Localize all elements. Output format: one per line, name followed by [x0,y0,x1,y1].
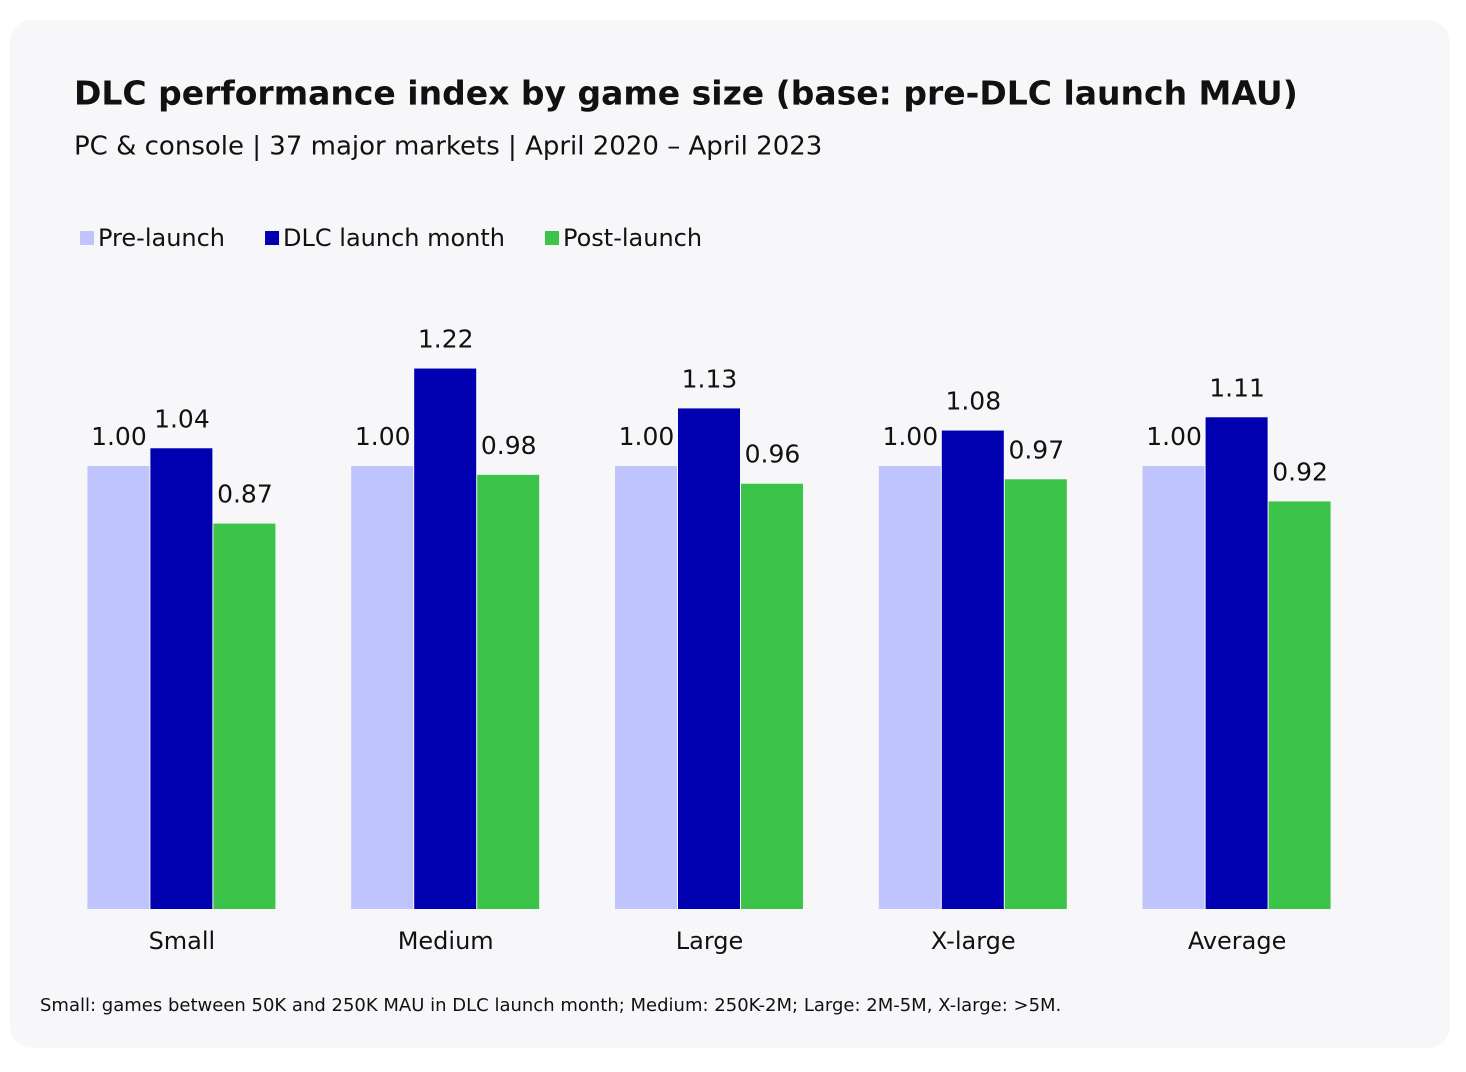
chart-title: DLC performance index by game size (base… [74,74,1298,113]
value-label: 1.00 [1146,422,1202,451]
value-label: 0.97 [1008,435,1064,464]
bar [351,466,414,909]
footnote: Small: games between 50K and 250K MAU in… [40,995,1061,1016]
bar [414,368,477,909]
value-label: 1.08 [945,387,1001,416]
value-label: 1.22 [418,325,474,354]
bar [150,448,213,909]
legend-label: Post-launch [563,224,702,252]
value-label: 1.00 [619,422,675,451]
bar [477,474,540,909]
x-tick-label: Average [1188,927,1287,955]
value-label: 1.00 [882,422,938,451]
x-tick-label: X-large [931,927,1016,955]
value-label: 1.04 [154,404,210,433]
bar [941,430,1004,909]
x-tick-label: Small [149,927,216,955]
bar [615,466,677,909]
legend-swatch [80,231,94,245]
value-label: 0.96 [745,440,801,469]
bar [213,523,276,909]
bar [1142,466,1205,909]
x-tick-label: Medium [398,927,494,955]
value-label: 1.11 [1209,373,1265,402]
bar [1205,417,1268,909]
bar [678,408,740,909]
bar [1004,479,1067,909]
bar [741,483,803,909]
legend-label: Pre-launch [98,224,225,252]
value-label: 0.98 [481,431,537,460]
value-label: 1.00 [355,422,411,451]
bar [878,466,941,909]
value-label: 0.87 [217,480,273,509]
chart-subtitle: PC & console | 37 major markets | April … [74,132,822,162]
legend-swatch [265,231,280,245]
legend-label: DLC launch month [283,224,505,252]
x-tick-label: Large [676,927,744,955]
legend-swatch [545,231,559,245]
bar [1268,501,1331,909]
value-label: 1.13 [682,364,738,393]
bar [87,466,150,909]
value-label: 0.92 [1272,457,1328,486]
value-label: 1.00 [91,422,147,451]
